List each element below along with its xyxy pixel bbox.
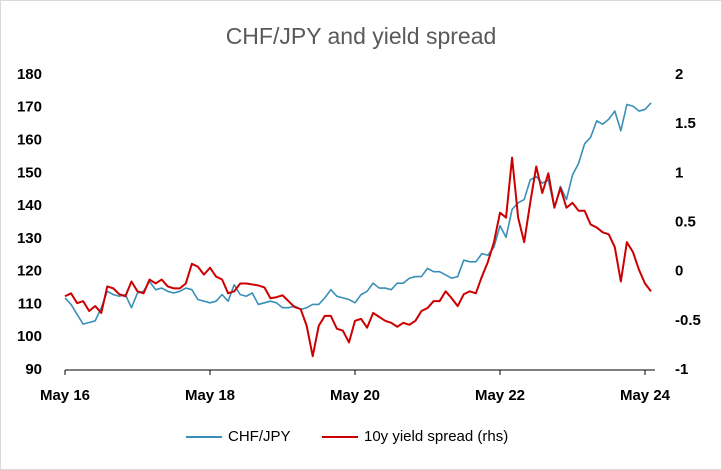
chart-title: CHF/JPY and yield spread: [226, 23, 497, 49]
x-tick-label: May 20: [330, 387, 380, 404]
y-tick-label: 140: [17, 197, 42, 214]
y-tick-label: 160: [17, 132, 42, 149]
line-series: [64, 156, 652, 358]
x-tick-label: May 16: [40, 387, 90, 404]
x-tick-label: May 24: [620, 387, 671, 404]
y-tick-label: 100: [17, 328, 42, 345]
y-tick-label: 120: [17, 263, 42, 280]
x-tick-label: May 18: [185, 387, 235, 404]
y2-tick-label: -0.5: [675, 312, 701, 329]
y-tick-label: 170: [17, 99, 42, 116]
y-tick-label: 150: [17, 164, 42, 181]
y2-tick-label: 0.5: [675, 213, 696, 230]
y-tick-label: 90: [25, 361, 42, 378]
y2-tick-label: 1.5: [675, 115, 696, 132]
x-tick-label: May 22: [475, 387, 525, 404]
y-tick-label: 130: [17, 230, 42, 247]
legend-label: CHF/JPY: [228, 428, 291, 445]
y2-tick-label: 0: [675, 263, 683, 280]
y2-tick-label: 2: [675, 66, 683, 83]
y2-tick-label: -1: [675, 361, 688, 378]
y2-tick-label: 1: [675, 164, 683, 181]
y-tick-label: 110: [18, 295, 42, 312]
y-tick-label: 180: [17, 66, 42, 83]
legend-label: 10y yield spread (rhs): [364, 428, 508, 445]
